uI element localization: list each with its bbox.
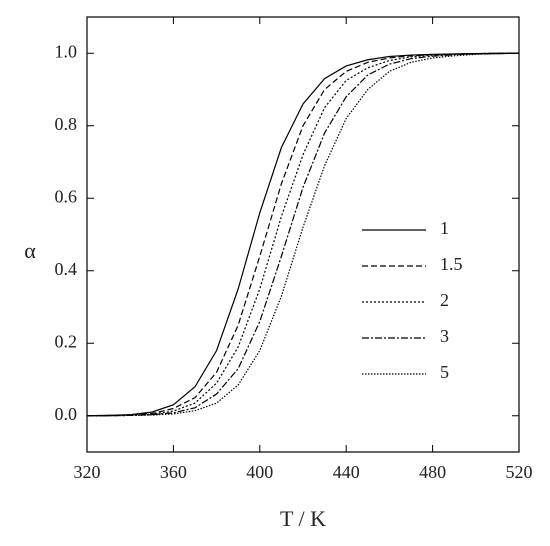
- legend-label: 1: [440, 218, 449, 238]
- y-tick-label: 1.0: [55, 41, 78, 61]
- x-tick-label: 440: [333, 462, 360, 482]
- series-line: [87, 52, 520, 417]
- x-axis-label: T / K: [280, 506, 326, 531]
- x-tick-label: 360: [160, 462, 187, 482]
- legend-label: 1.5: [440, 254, 463, 274]
- y-axis-label: α: [24, 238, 36, 263]
- series-line: [87, 52, 520, 417]
- y-tick-label: 0.6: [55, 186, 78, 206]
- x-tick-label: 520: [506, 462, 533, 482]
- y-tick-label: 0.0: [55, 404, 78, 424]
- x-tick-label: 320: [74, 462, 101, 482]
- series-line: [87, 52, 520, 417]
- x-tick-label: 480: [419, 462, 446, 482]
- y-tick-label: 0.8: [55, 114, 78, 134]
- x-tick-label: 400: [246, 462, 273, 482]
- plot-frame: [86, 16, 520, 453]
- legend-label: 3: [440, 326, 449, 346]
- legend-label: 2: [440, 290, 449, 310]
- series-line: [86, 52, 519, 417]
- legend-label: 5: [440, 362, 449, 382]
- y-tick-label: 0.4: [55, 259, 78, 279]
- y-tick-label: 0.2: [55, 331, 78, 351]
- series-line: [86, 52, 519, 417]
